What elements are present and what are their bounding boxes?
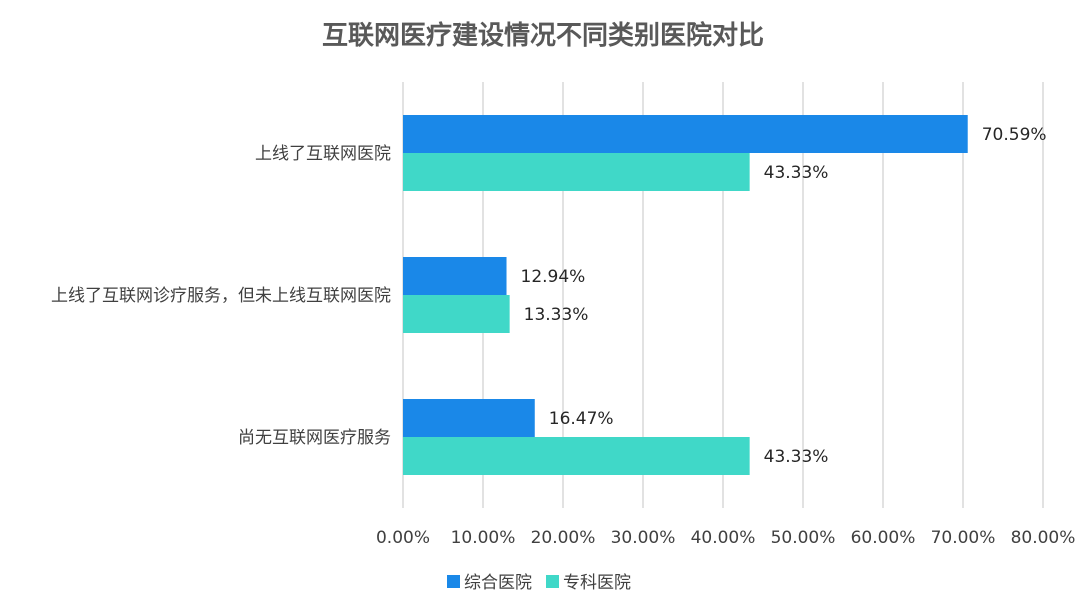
category-label: 上线了互联网医院 bbox=[255, 144, 391, 164]
category-label: 尚无互联网医疗服务 bbox=[238, 428, 391, 448]
x-tick-label: 60.00% bbox=[851, 528, 916, 548]
data-label: 43.33% bbox=[764, 163, 829, 183]
x-tick-label: 30.00% bbox=[611, 528, 676, 548]
x-tick-label: 10.00% bbox=[451, 528, 516, 548]
legend-label-1: 专科医院 bbox=[563, 573, 631, 593]
x-tick-label: 20.00% bbox=[531, 528, 596, 548]
x-axis-ticks: 0.00% 10.00% 20.00% 30.00% 40.00% 50.00% 60.00… bbox=[376, 528, 1075, 548]
legend-label-0: 综合医院 bbox=[464, 573, 532, 593]
data-label: 16.47% bbox=[549, 409, 614, 429]
bar bbox=[403, 153, 750, 191]
bar bbox=[403, 437, 750, 475]
bar bbox=[403, 115, 968, 153]
bar bbox=[403, 295, 510, 333]
x-tick-label: 0.00% bbox=[376, 528, 430, 548]
bar bbox=[403, 257, 507, 295]
legend-swatch-0 bbox=[447, 575, 460, 588]
x-tick-label: 40.00% bbox=[691, 528, 756, 548]
legend-swatch-1 bbox=[546, 575, 559, 588]
data-label: 70.59% bbox=[982, 125, 1047, 145]
bar bbox=[403, 399, 535, 437]
category-label: 上线了互联网诊疗服务，但未上线互联网医院 bbox=[51, 286, 391, 306]
x-tick-label: 80.00% bbox=[1011, 528, 1076, 548]
legend: 综合医院 专科医院 bbox=[447, 573, 631, 593]
data-label: 13.33% bbox=[524, 305, 589, 325]
bars: 70.59% 43.33% 12.94% 13.33% 16.47% 43.33% bbox=[403, 115, 1047, 475]
x-tick-label: 50.00% bbox=[771, 528, 836, 548]
x-tick-label: 70.00% bbox=[931, 528, 996, 548]
data-label: 43.33% bbox=[764, 447, 829, 467]
data-label: 12.94% bbox=[521, 267, 586, 287]
chart-title: 互联网医疗建设情况不同类别医院对比 bbox=[322, 20, 764, 51]
